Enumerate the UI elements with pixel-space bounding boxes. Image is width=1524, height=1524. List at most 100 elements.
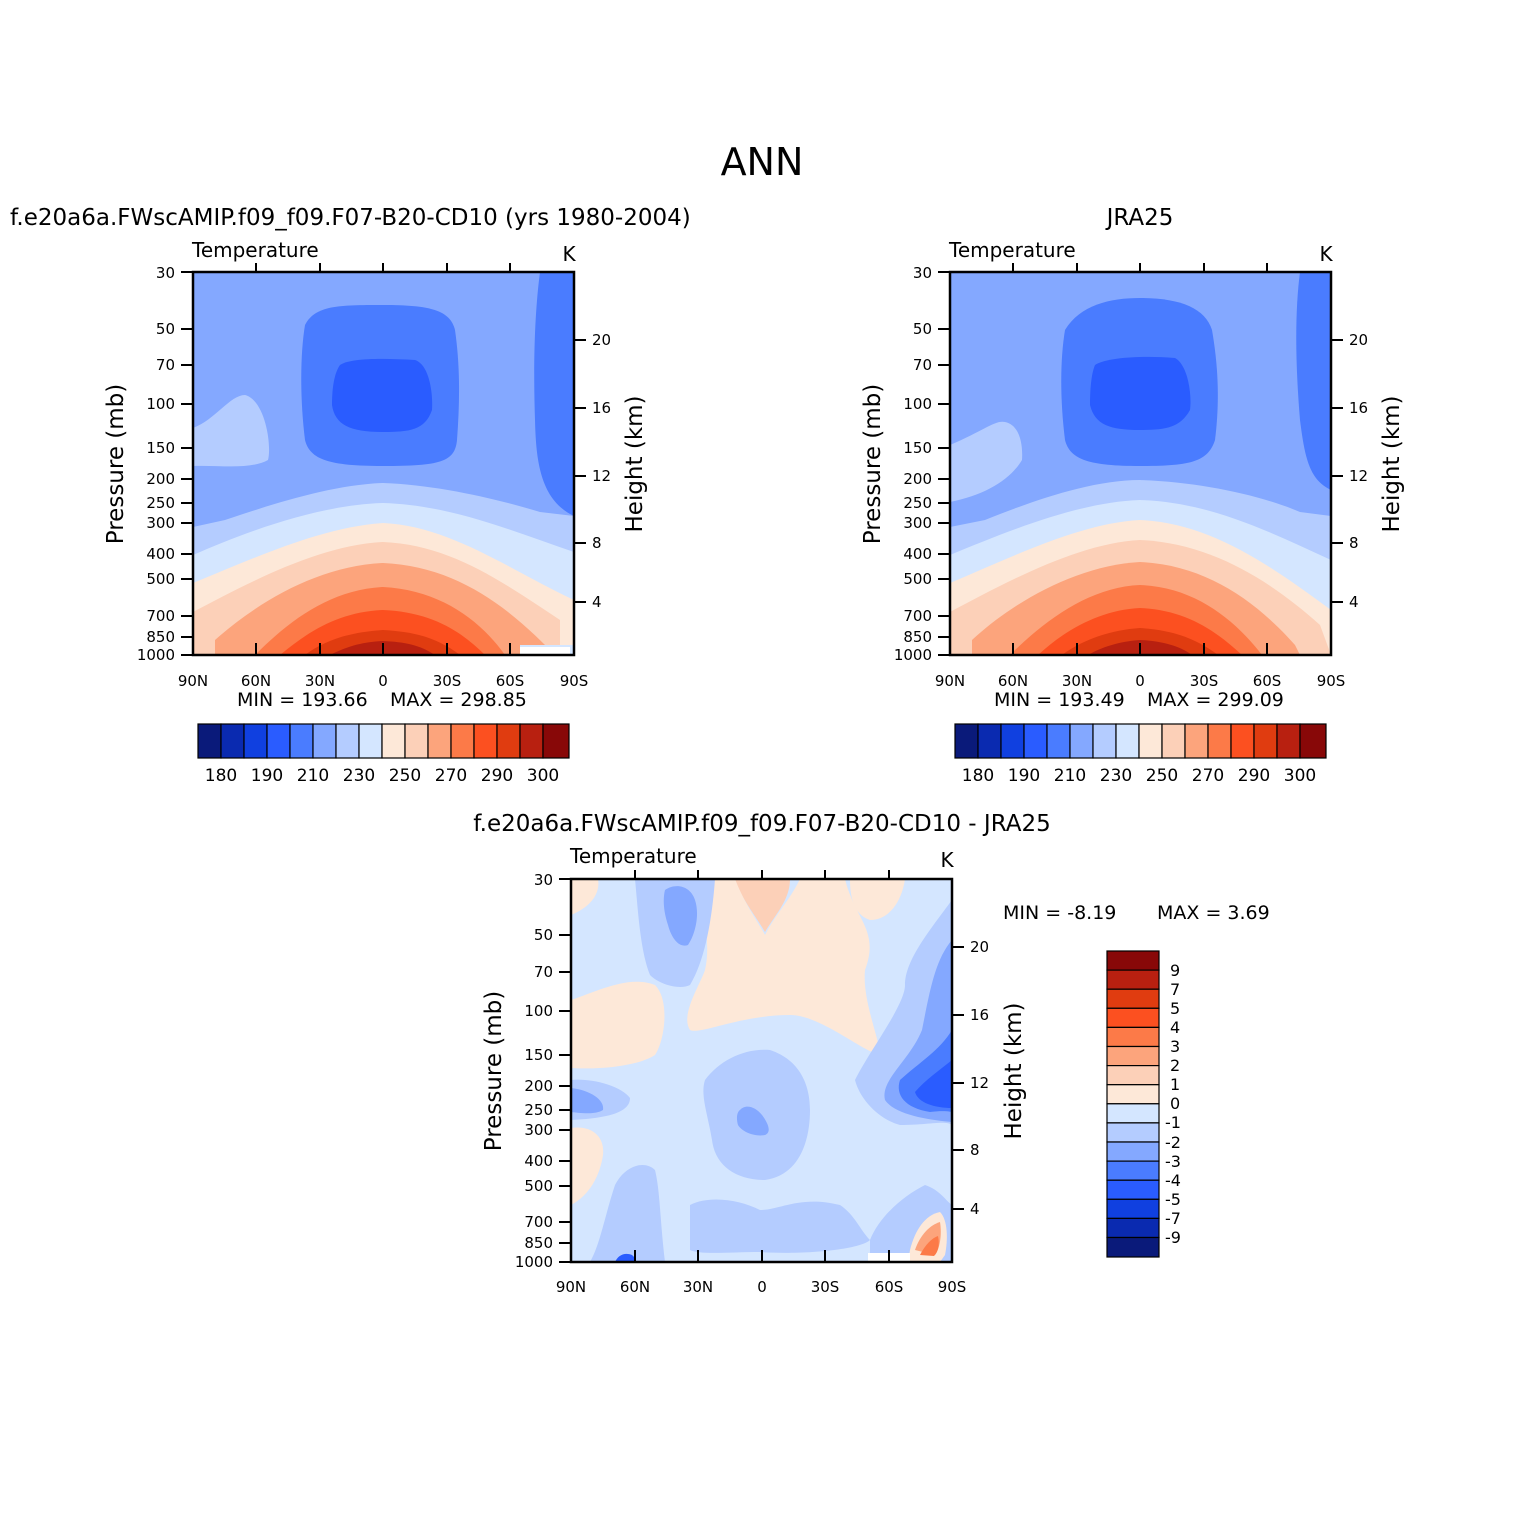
- x-tick-label: 90N: [178, 672, 208, 690]
- panel-model-max-label: MAX = 298.85: [390, 689, 527, 711]
- colorbar-box: [1106, 1217, 1160, 1239]
- y2-tick-label: 4: [1349, 593, 1359, 611]
- x-tick-label: 90S: [1317, 672, 1346, 690]
- panel-model-y2-axis: 20 16 12 8 4 Height (km): [574, 331, 648, 611]
- colorbar-label: 180: [205, 766, 237, 786]
- panel-diff-colorbar: 9 7 5 4 3 2 1 0 -1 -2 -3 -4 -5 -7 -9: [1106, 950, 1181, 1258]
- colorbar-label: 270: [435, 766, 467, 786]
- colorbar-box: [358, 723, 383, 759]
- y-tick-label: 700: [146, 607, 175, 625]
- y-tick-label: 150: [524, 1046, 553, 1064]
- y-axis-label: Pressure (mb): [103, 384, 129, 544]
- colorbar-label: 2: [1170, 1056, 1180, 1075]
- colorbar-box: [954, 723, 979, 759]
- panel-obs-min-label: MIN = 193.49: [994, 689, 1125, 711]
- y-tick-label: 70: [534, 963, 553, 981]
- panel-model-title: f.e20a6a.FWscAMIP.f09_f09.F07-B20-CD10 (…: [10, 205, 691, 231]
- colorbar-box: [977, 723, 1002, 759]
- colorbar-label: 7: [1170, 980, 1180, 999]
- colorbar-box: [1106, 1179, 1160, 1200]
- colorbar-label: 250: [1146, 766, 1178, 786]
- x-tick-label: 60S: [1253, 672, 1282, 690]
- x-tick-label: 60S: [496, 672, 525, 690]
- colorbar-label: 3: [1170, 1037, 1180, 1056]
- colorbar-box: [1046, 723, 1071, 759]
- colorbar-box: [197, 723, 222, 759]
- panel-obs-title: JRA25: [1105, 205, 1174, 231]
- y2-tick-label: 4: [592, 593, 602, 611]
- panel-diff-variable: Temperature: [569, 844, 697, 868]
- colorbar-label: 230: [1100, 766, 1132, 786]
- field-band-minus2-to-minus3-upper: [663, 886, 698, 946]
- field-band-0-to-1-lower-north: [571, 1127, 604, 1205]
- y-tick-label: 200: [146, 470, 175, 488]
- y2-tick-label: 8: [1349, 534, 1359, 552]
- colorbar-box: [1106, 1026, 1160, 1048]
- colorbar-label: 300: [527, 766, 559, 786]
- x-tick-label: 90N: [556, 1278, 586, 1296]
- y2-tick-label: 8: [592, 534, 602, 552]
- y-tick-label: 50: [156, 320, 175, 338]
- field-band-195: [1090, 356, 1191, 430]
- y-tick-label: 50: [913, 320, 932, 338]
- colorbar-label: 4: [1170, 1018, 1180, 1037]
- colorbar-box: [1106, 950, 1160, 971]
- panel-diff-field: [571, 879, 952, 1262]
- colorbar-box: [1092, 723, 1117, 759]
- y-axis-label: Pressure (mb): [481, 991, 507, 1151]
- y-tick-label: 30: [913, 264, 932, 282]
- colorbar-box: [450, 723, 475, 759]
- colorbar-box: [1106, 1160, 1160, 1181]
- y-tick-label: 70: [913, 356, 932, 374]
- colorbar-label: 290: [481, 766, 513, 786]
- colorbar-box: [519, 723, 544, 759]
- panel-diff-min-label: MIN = -8.19: [1003, 902, 1116, 924]
- colorbar-box: [266, 723, 291, 759]
- x-tick-label: 90S: [560, 672, 589, 690]
- panel-model-field: [193, 272, 574, 655]
- x-tick-label: 60N: [620, 1278, 650, 1296]
- colorbar-box: [1299, 723, 1327, 759]
- colorbar-box: [1106, 1064, 1160, 1086]
- field-band-230-north: [193, 395, 270, 467]
- field-band-0-to-1-tropical: [687, 879, 880, 1055]
- colorbar-box: [1207, 723, 1232, 759]
- x-tick-label: 60N: [241, 672, 271, 690]
- y-tick-label: 400: [524, 1152, 553, 1170]
- panel-obs-colorbar: 180 190 210 230 250 270 290 300: [954, 723, 1327, 786]
- x-tick-label: 0: [1135, 672, 1145, 690]
- y-tick-label: 250: [146, 494, 175, 512]
- y-tick-label: 1000: [894, 646, 932, 664]
- colorbar-box: [1138, 723, 1163, 759]
- colorbar-label: 250: [389, 766, 421, 786]
- colorbar-label: -1: [1165, 1113, 1181, 1132]
- y2-tick-label: 20: [970, 938, 989, 956]
- panel-model-min-label: MIN = 193.66: [237, 689, 368, 711]
- x-tick-label: 0: [757, 1278, 767, 1296]
- y-tick-label: 150: [146, 439, 175, 457]
- x-tick-label: 30S: [433, 672, 462, 690]
- field-missing-data: [520, 647, 570, 655]
- field-band-minus2-to-minus3-tropical: [736, 1106, 769, 1136]
- colorbar-box: [335, 723, 360, 759]
- colorbar-box: [381, 723, 406, 759]
- colorbar-label: 270: [1192, 766, 1224, 786]
- colorbar-label: 230: [343, 766, 375, 786]
- field-band-minus4-to-minus5-south: [915, 1060, 952, 1108]
- panel-obs-max-label: MAX = 299.09: [1147, 689, 1284, 711]
- x-tick-label: 60N: [998, 672, 1028, 690]
- colorbar-box: [1115, 723, 1140, 759]
- colorbar-label: -9: [1165, 1228, 1181, 1247]
- panel-diff-units: K: [940, 848, 954, 872]
- y2-axis-label: Height (km): [1001, 1002, 1027, 1139]
- field-band-0-to-1-top-south: [850, 879, 905, 920]
- colorbar-box: [1230, 723, 1255, 759]
- panel-diff-max-label: MAX = 3.69: [1157, 902, 1270, 924]
- y-axis-label: Pressure (mb): [860, 384, 886, 544]
- x-tick-label: 0: [378, 672, 388, 690]
- panel-model-y-axis: 30 50 70 100 150 200 250 300 400 500 700…: [103, 264, 193, 664]
- colorbar-box: [1106, 1198, 1160, 1220]
- y2-tick-label: 20: [1349, 331, 1368, 349]
- y-tick-label: 500: [524, 1177, 553, 1195]
- colorbar-box: [1106, 1045, 1160, 1067]
